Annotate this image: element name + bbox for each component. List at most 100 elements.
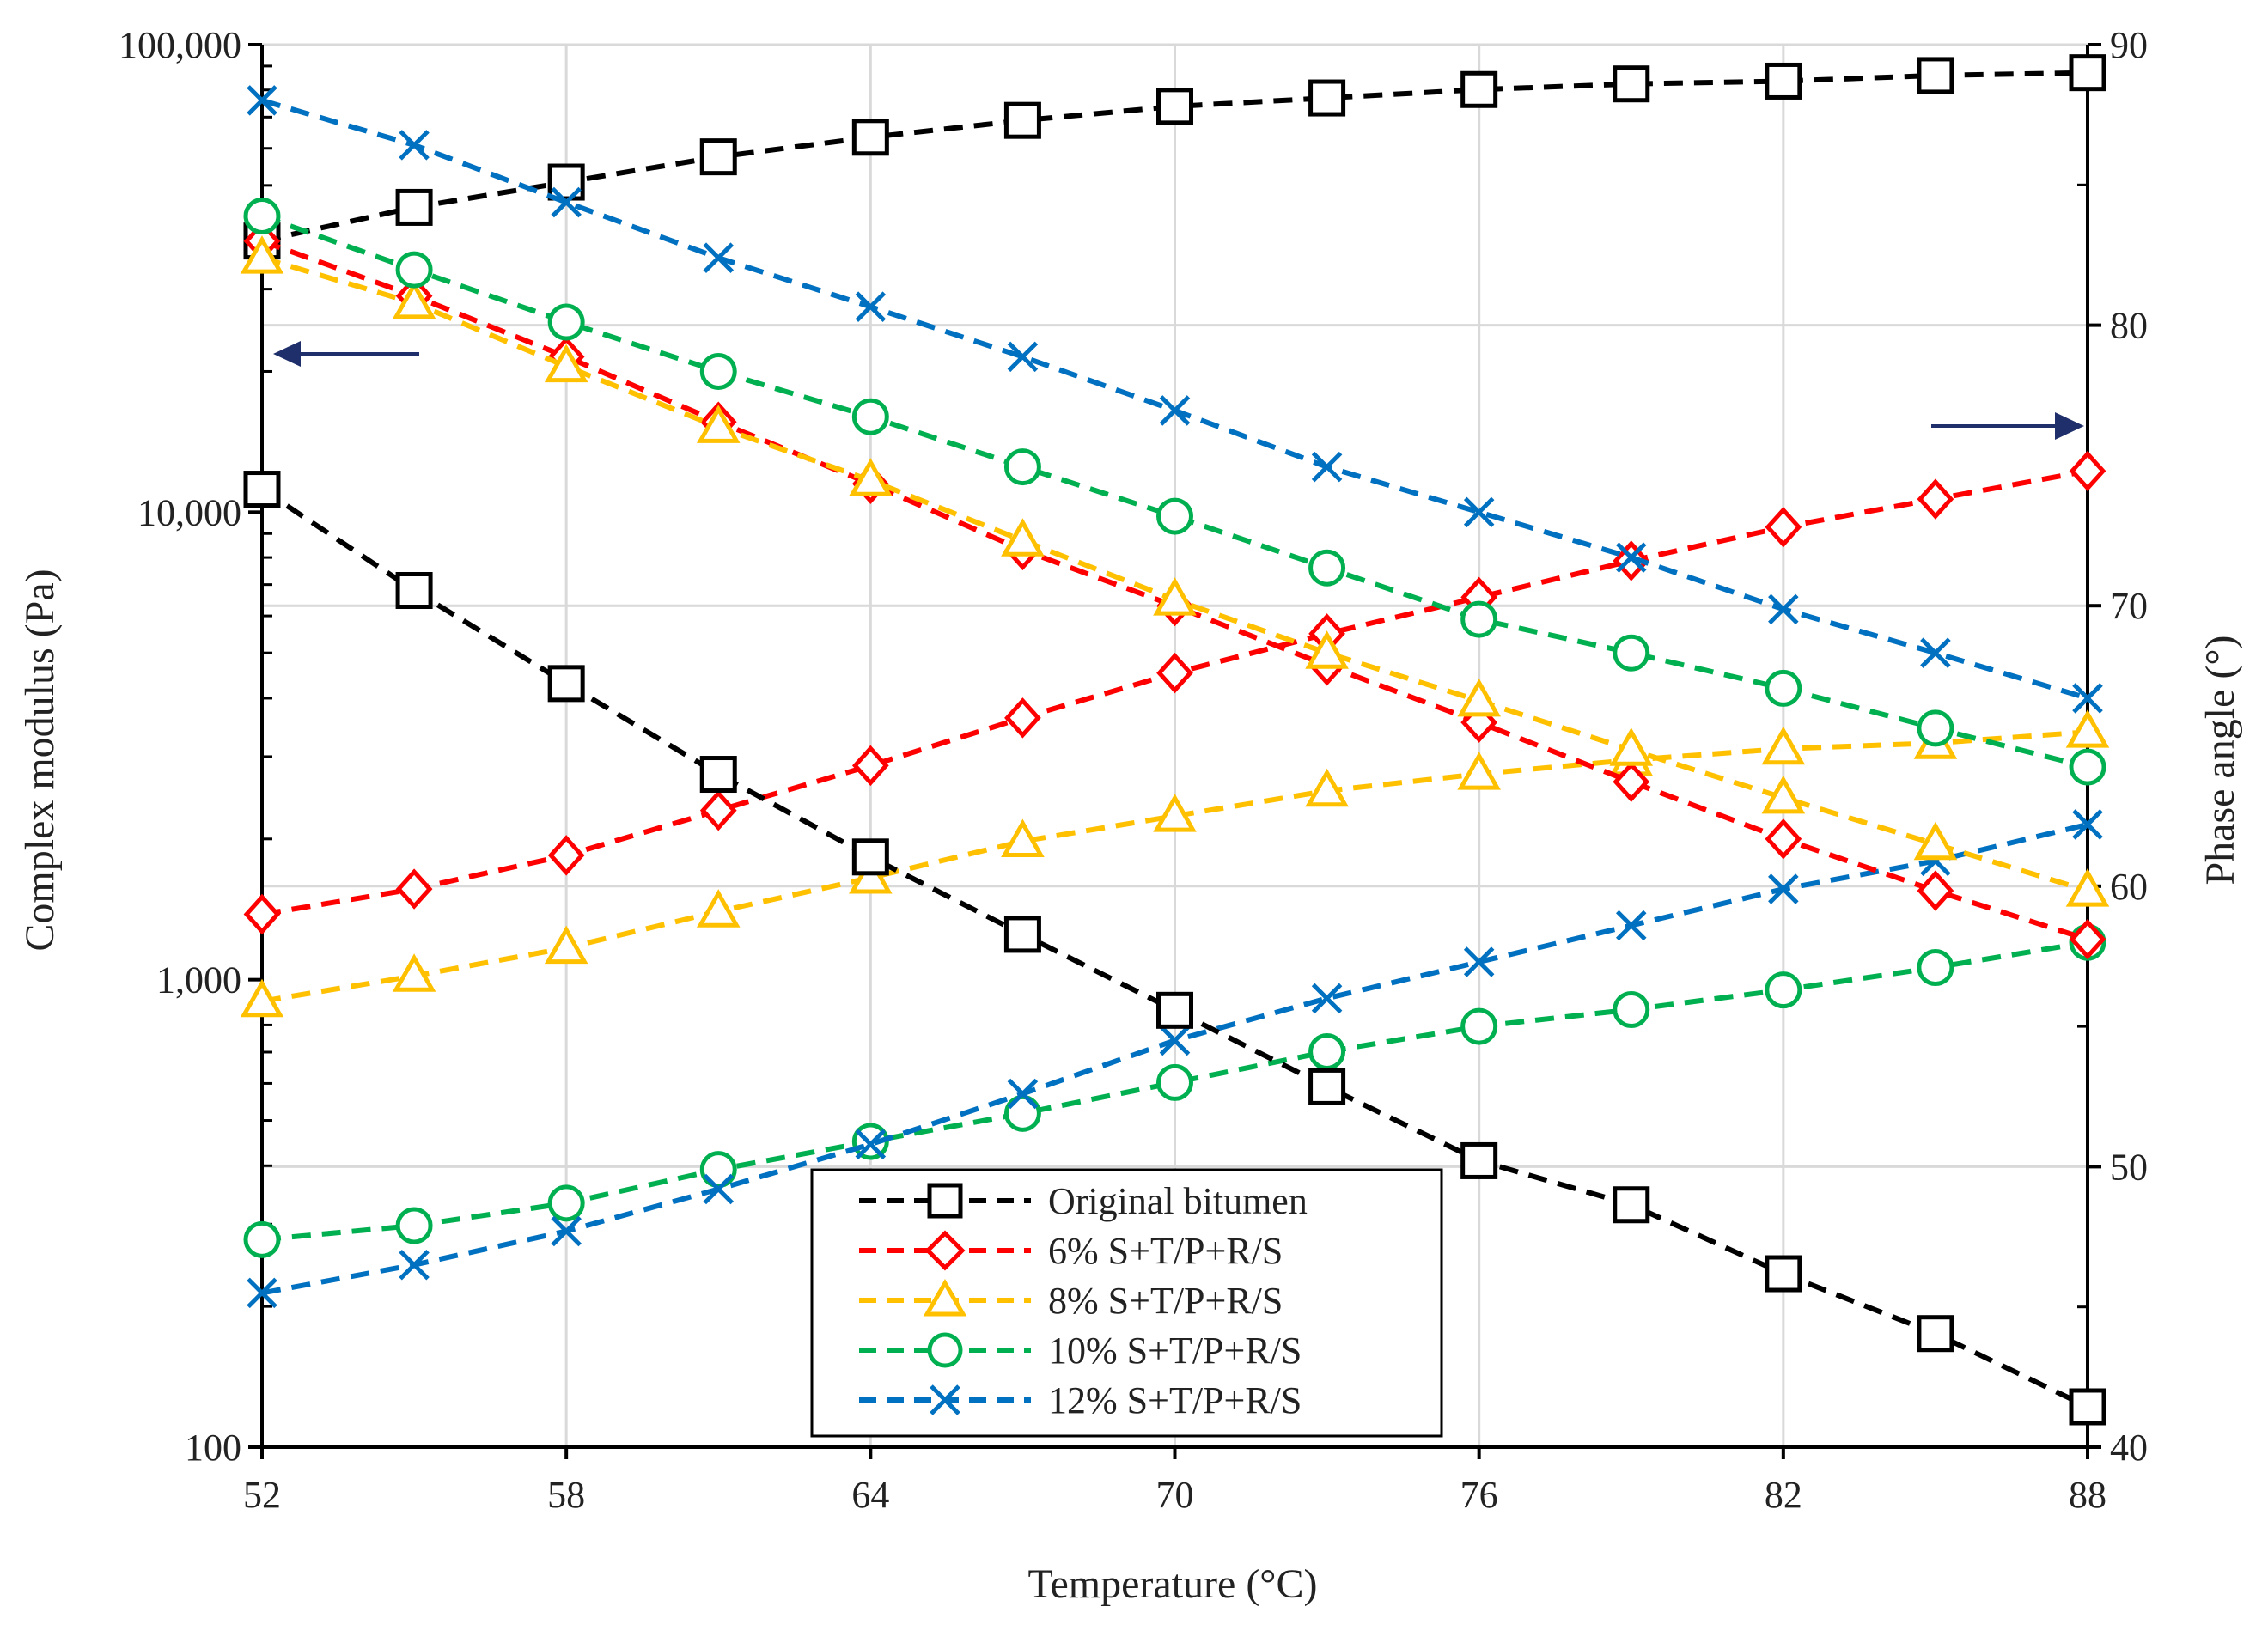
marker-square [243,471,281,508]
marker-triangle [240,235,284,274]
marker-square [1613,1186,1650,1224]
marker-triangle [849,855,893,894]
arrow-right-head [2055,412,2084,440]
marker-square [1460,1141,1498,1179]
legend-label-8pct: 8% S+T/P+R/S [1048,1280,1283,1322]
marker-circle [243,1220,281,1258]
marker-diamond [1765,507,1802,548]
marker-square [1917,57,1954,94]
marker-x [247,85,277,116]
marker-square [851,119,889,156]
series-layer [240,54,2110,1426]
x-tick-label: 76 [1460,1474,1498,1516]
marker-circle [1156,497,1193,535]
marker-circle [547,303,585,341]
marker-triangle [1305,630,1349,669]
marker-triangle [1001,518,1045,557]
y-right-tick-label: 40 [2110,1427,2148,1469]
marker-x [855,291,887,322]
y-left-tick-label: 100,000 [119,24,241,66]
marker-diamond [851,745,889,787]
marker-triangle [1761,775,1806,814]
legend-label-10pct: 10% S+T/P+R/S [1048,1330,1302,1372]
marker-circle [395,251,433,289]
marker-triangle [392,280,436,319]
marker-square [1917,1315,1954,1353]
marker-circle [395,1207,433,1244]
legend-label-6pct: 6% S+T/P+R/S [1048,1230,1283,1272]
marker-triangle [1001,818,1045,858]
marker-diamond [1917,478,1954,520]
marker-triangle [392,953,436,992]
marker-circle [243,198,281,235]
series-phase-angle-4 [247,809,2103,1309]
legend-label-original-bitumen: Original bitumen [1048,1180,1308,1222]
y-right-tick-label: 50 [2110,1146,2148,1188]
marker-triangle [696,889,741,928]
legend-entry-original-bitumen: Original bitumen [859,1180,1308,1222]
marker-diamond [1917,870,1954,911]
marker-circle [1003,1094,1041,1132]
marker-x [2072,809,2103,840]
marker-triangle [2065,867,2110,907]
marker-diamond [1004,697,1041,739]
y-left-axis-title: Complex modulus (Pa) [17,569,63,951]
marker-triangle [544,925,588,965]
series-phase-angle-3 [243,923,2106,1258]
series-phase-angle-0 [243,54,2106,260]
marker-x [1768,873,1799,904]
marker-circle [2069,748,2106,786]
marker-circle [1156,1063,1193,1101]
marker-triangle [240,978,284,1018]
marker-circle [1003,448,1041,486]
marker-circle [1308,1032,1346,1070]
legend-entry-10pct: 10% S+T/P+R/S [859,1330,1302,1372]
arrow-left-head [273,341,301,367]
marker-circle [699,1151,737,1189]
marker-x [551,186,582,218]
marker-square [699,138,737,176]
marker-diamond [1613,761,1650,803]
marker-x [1463,946,1495,977]
x-tick-label: 70 [1156,1474,1194,1516]
y-left-tick-label: 1,000 [156,959,241,1001]
legend-marker-triangle [923,1279,967,1317]
legend-entry-6pct: 6% S+T/P+R/S [859,1230,1283,1272]
legend-marker-circle [927,1332,963,1368]
marker-triangle [1305,768,1349,807]
legend-label-12pct: 12% S+T/P+R/S [1048,1379,1302,1421]
y-left-tick-label: 100 [185,1427,241,1469]
marker-circle [1613,991,1650,1029]
marker-square [1308,1068,1346,1105]
marker-x [551,1215,582,1247]
marker-circle [547,1184,585,1222]
marker-triangle [544,344,588,383]
marker-triangle [1761,726,1806,765]
marker-square [1156,88,1193,125]
marker-x [399,1249,430,1281]
marker-circle [699,352,737,390]
marker-circle [1917,949,1954,987]
marker-diamond [1156,652,1193,694]
x-tick-label: 88 [2069,1474,2106,1516]
series-complex-modulus-4 [247,85,2103,714]
marker-triangle [1913,821,1958,861]
marker-x [2072,683,2103,714]
y-left-tick-label: 10,000 [137,491,241,533]
marker-triangle [1457,752,1501,790]
marker-diamond [243,893,281,935]
marker-circle [1460,600,1498,638]
axis-layer: 52 58 64 70 76 82 88 100 1,000 10,000 100,000 40 50 6… [119,24,2148,1516]
x-tick-label: 82 [1765,1474,1802,1516]
marker-x [1007,1078,1039,1110]
marker-square [1765,1255,1802,1293]
marker-square [2069,54,2106,92]
marker-diamond [1765,818,1802,860]
marker-square [699,756,737,794]
marker-circle [1460,1007,1498,1045]
marker-square [1460,70,1498,108]
marker-diamond [395,868,433,910]
y-right-tick-label: 60 [2110,866,2148,908]
marker-circle [851,398,889,435]
